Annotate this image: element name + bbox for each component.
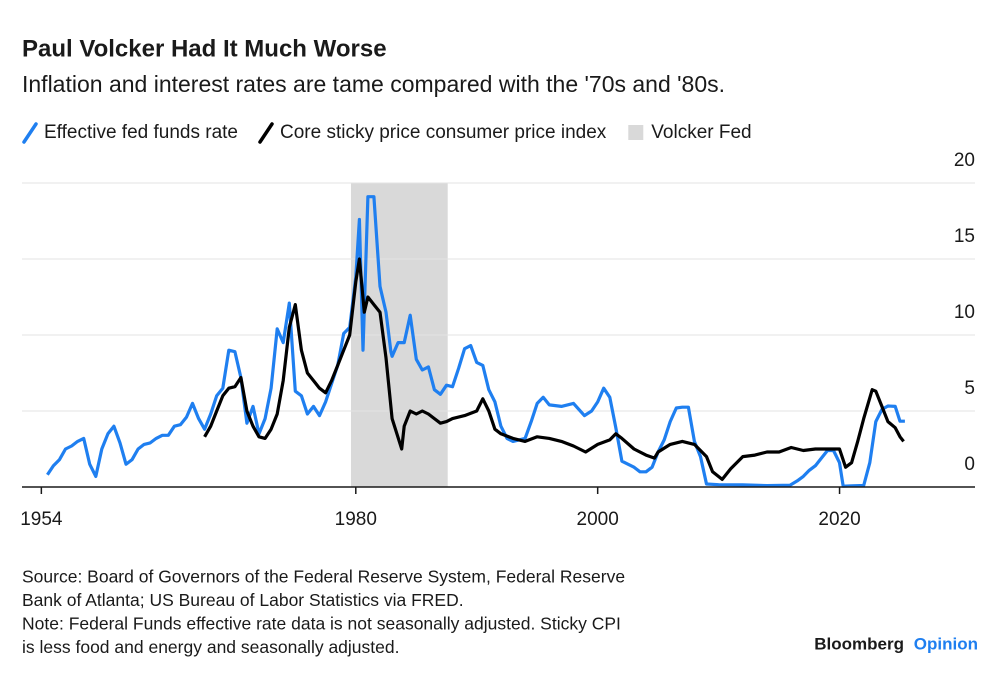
brand: Opinion [914, 634, 978, 653]
source-note: is less food and energy and seasonally a… [22, 637, 399, 657]
legend-label: Effective fed funds rate [44, 122, 238, 143]
legend-swatch [628, 125, 644, 140]
source-note: Note: Federal Funds effective rate data … [22, 614, 621, 634]
x-tick-label: 1954 [20, 509, 63, 530]
y-tick-label: 5 [964, 378, 975, 399]
chart-title: Paul Volcker Had It Much Worse [22, 35, 387, 62]
y-tick-label: 0 [964, 454, 975, 475]
legend-label: Volcker Fed [651, 122, 751, 143]
x-tick-label: 2000 [577, 509, 619, 530]
y-tick-label: 15 [954, 226, 975, 247]
series-line [46, 195, 905, 488]
brand: Bloomberg [814, 634, 904, 653]
source-note: Bank of Atlanta; US Bureau of Labor Stat… [22, 590, 464, 610]
legend-swatch [258, 122, 274, 144]
source-note: Source: Board of Governors of the Federa… [22, 567, 625, 587]
series-line [203, 257, 905, 481]
legend-swatch [22, 122, 38, 144]
x-tick-label: 2020 [818, 509, 860, 530]
y-tick-label: 20 [954, 150, 975, 171]
legend-label: Core sticky price consumer price index [280, 122, 607, 143]
x-tick-label: 1980 [335, 509, 377, 530]
chart-subtitle: Inflation and interest rates are tame co… [22, 71, 725, 97]
y-tick-label: 10 [954, 302, 975, 323]
